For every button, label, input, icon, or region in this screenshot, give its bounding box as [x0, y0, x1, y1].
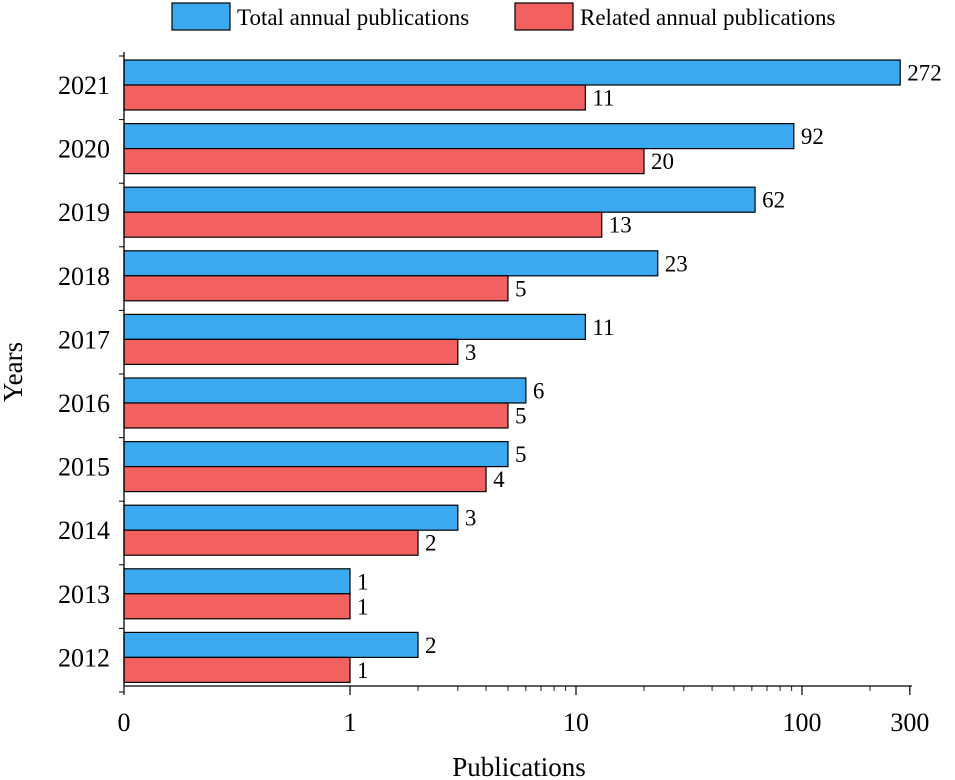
data-label-total-2020: 92: [801, 124, 824, 149]
y-tick-label-2019: 2019: [58, 198, 110, 227]
data-label-total-2018: 23: [665, 251, 688, 276]
data-label-related-2016: 5: [515, 404, 527, 429]
y-tick-label-2016: 2016: [58, 389, 110, 418]
bar-total-2016: [123, 377, 527, 404]
data-label-total-2016: 6: [533, 379, 545, 404]
legend-label-total: Total annual publications: [237, 5, 469, 30]
bar-related-2013: [123, 593, 351, 620]
axes: 2021202020192018201720162015201420132012…: [58, 52, 929, 737]
bar-related-2015: [123, 466, 487, 493]
bar-total-2019: [123, 186, 756, 213]
x-tick-label-1: 1: [344, 708, 357, 737]
y-tick-label-2014: 2014: [58, 516, 110, 545]
data-label-total-2021: 272: [907, 61, 942, 86]
x-tick-label-10: 10: [563, 708, 589, 737]
x-tick-label-0: 0: [118, 708, 131, 737]
y-tick-label-2018: 2018: [58, 262, 110, 291]
data-label-total-2014: 3: [465, 506, 477, 531]
bar-total-2012: [123, 631, 419, 659]
bar-related-2021: [123, 84, 586, 111]
legend-label-related: Related annual publications: [580, 5, 836, 30]
data-label-related-2017: 3: [465, 340, 477, 365]
y-tick-label-2015: 2015: [58, 453, 110, 482]
y-axis-title: Years: [0, 342, 28, 402]
bar-total-2021: [123, 59, 901, 86]
bar-total-2014: [123, 504, 459, 531]
data-label-related-2018: 5: [515, 276, 527, 301]
bar-related-2017: [123, 338, 459, 365]
data-label-total-2012: 2: [425, 633, 437, 658]
bar-total-2020: [123, 122, 795, 150]
bar-related-2019: [123, 211, 603, 238]
x-axis-title: Publications: [452, 752, 586, 780]
data-label-total-2017: 11: [592, 315, 614, 340]
bar-total-2015: [123, 441, 509, 468]
data-label-total-2015: 5: [515, 442, 527, 467]
data-label-total-2019: 62: [762, 188, 785, 213]
legend: Total annual publications Related annual …: [171, 2, 836, 31]
y-tick-label-2020: 2020: [58, 135, 110, 164]
data-label-related-2012: 1: [357, 658, 369, 683]
legend-swatch-related: [514, 2, 574, 31]
y-tick-label-2021: 2021: [58, 71, 110, 100]
data-label-total-2013: 1: [357, 569, 369, 594]
bar-related-2020: [123, 148, 645, 175]
data-label-related-2015: 4: [493, 467, 505, 492]
legend-swatch-total: [171, 2, 231, 31]
bar-related-2018: [123, 275, 509, 302]
bar-total-2013: [123, 568, 351, 595]
bar-total-2017: [123, 313, 586, 340]
bar-total-2018: [123, 250, 659, 277]
bar-related-2014: [123, 529, 419, 556]
y-tick-label-2017: 2017: [58, 325, 110, 354]
data-label-related-2019: 13: [609, 213, 632, 238]
bar-related-2012: [123, 656, 351, 684]
x-tick-label-300: 300: [890, 708, 929, 737]
y-tick-label-2013: 2013: [58, 580, 110, 609]
y-tick-label-2012: 2012: [58, 643, 110, 672]
data-label-related-2021: 11: [592, 86, 614, 111]
bar-related-2016: [123, 402, 509, 429]
data-label-related-2013: 1: [357, 594, 369, 619]
data-label-related-2020: 20: [651, 149, 674, 174]
data-label-related-2014: 2: [425, 531, 437, 556]
x-tick-label-100: 100: [783, 708, 822, 737]
